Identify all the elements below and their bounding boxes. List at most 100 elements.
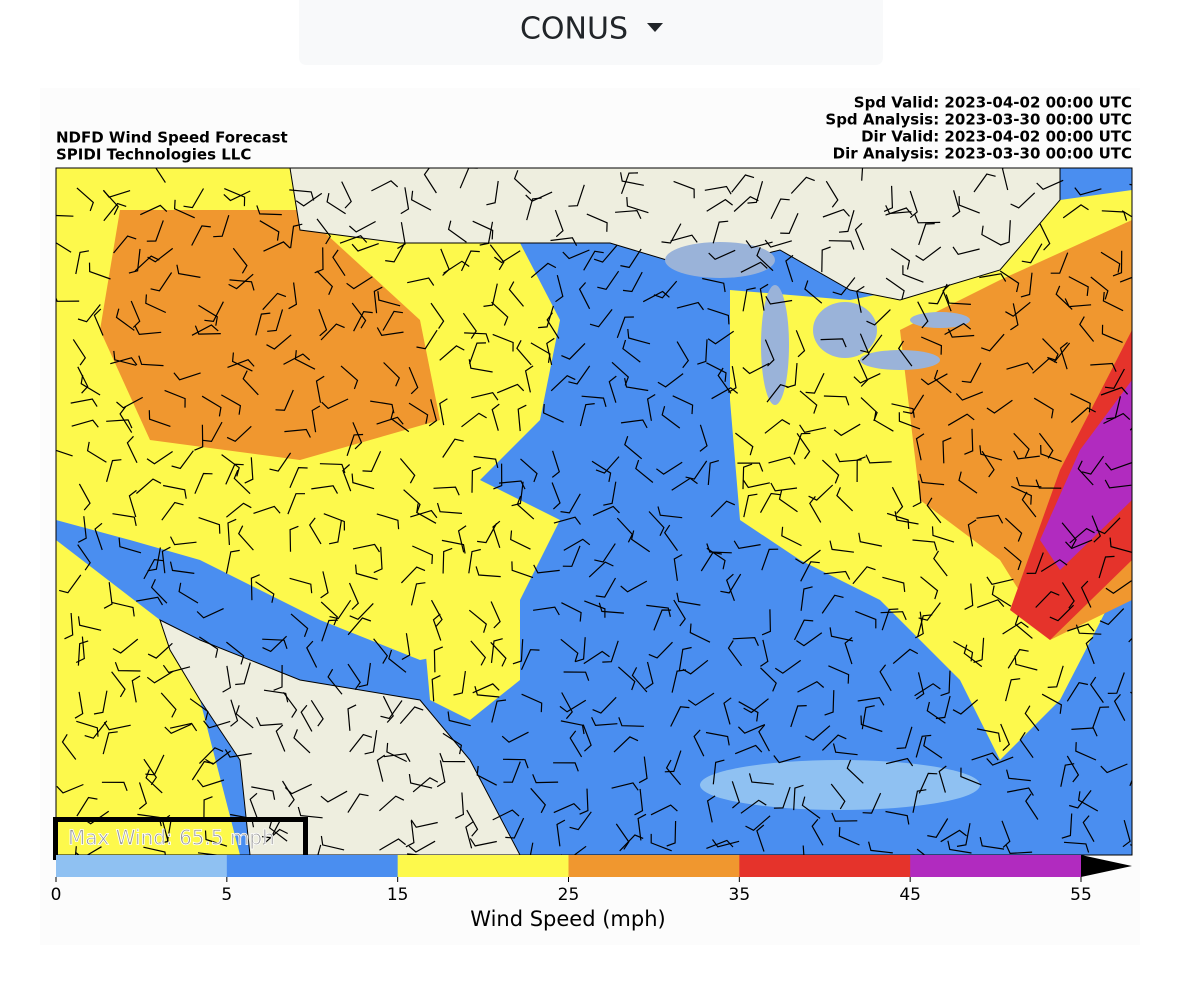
wind-barb: [489, 244, 505, 271]
wind-barb: [471, 392, 499, 401]
wind-barb: [351, 243, 379, 252]
wind-barb: [1121, 210, 1132, 218]
wind-barb: [530, 342, 551, 363]
wind-barb: [1069, 527, 1095, 544]
wind-barb: [685, 460, 708, 480]
wind-barb: [563, 538, 591, 551]
wind-barb: [821, 459, 840, 484]
wind-barb: [490, 638, 503, 663]
wind-barb: [443, 260, 470, 274]
wind-barb: [128, 489, 137, 518]
dropdown-label[interactable]: CONUS: [520, 12, 628, 47]
wind-barb: [952, 699, 979, 715]
wind-barb: [275, 389, 294, 411]
wind-barb: [103, 582, 113, 609]
wind-barb: [999, 270, 1020, 293]
wind-barb: [588, 561, 614, 578]
wind-barb: [592, 696, 617, 714]
wind-barb: [457, 525, 467, 553]
wind-barb: [408, 366, 419, 395]
wind-barb: [1040, 444, 1062, 462]
wind-barb: [510, 530, 531, 550]
annotation: Max Wind: 65.5 mph: [68, 826, 275, 850]
wind-barb: [492, 520, 501, 548]
wind-barb: [942, 437, 952, 464]
wind-barb: [563, 671, 590, 681]
wind-barb: [410, 509, 438, 519]
wind-barb: [320, 601, 339, 626]
dropdown[interactable]: [299, 0, 883, 65]
wind-barb: [735, 432, 754, 456]
wind-barb: [358, 662, 371, 688]
wind-barb: [582, 724, 592, 752]
wind-barb: [226, 425, 252, 443]
wind-barb: [836, 487, 854, 512]
barbs: [56, 168, 1132, 855]
wind-barb: [77, 640, 89, 666]
wind-barb: [800, 561, 820, 582]
wind-barb: [616, 316, 634, 339]
wind-barb: [468, 359, 493, 373]
wind-barb: [976, 514, 1004, 524]
wind-barb: [1105, 580, 1132, 595]
wind-barb: [71, 419, 99, 428]
wind-barb: [693, 729, 705, 757]
wind-barb: [160, 692, 177, 718]
wind-barb: [883, 185, 894, 212]
wind-barb: [1113, 694, 1126, 721]
wind-barb: [61, 733, 77, 760]
wind-barb: [622, 339, 641, 363]
wind-barb: [428, 399, 438, 427]
wind-barb: [516, 340, 532, 366]
wind-barb: [663, 524, 678, 551]
wind-barb: [821, 246, 831, 273]
wind-barb: [861, 168, 864, 181]
wind-barb: [862, 792, 882, 814]
wind-barb: [790, 176, 815, 194]
wind-barb: [289, 189, 315, 201]
wind-barb: [699, 424, 708, 452]
colorbar: 0 5 15 25 35 45 55: [51, 855, 1132, 905]
wind-barb: [1001, 168, 1009, 191]
wind-barb: [388, 649, 407, 673]
wind-barb: [401, 633, 411, 661]
wind-barb: [1062, 204, 1089, 219]
wind-barb: [352, 422, 363, 450]
dropdown-caret[interactable]: [647, 23, 663, 32]
wind-barb: [742, 287, 756, 312]
wind-barb: [923, 736, 943, 759]
wind-barb: [860, 715, 883, 733]
wind-barb: [802, 845, 805, 855]
wind-barb: [613, 736, 639, 753]
wind-barb: [126, 435, 138, 463]
wind-barb: [226, 502, 252, 518]
wind-barb: [430, 599, 443, 627]
wind-barb: [737, 723, 766, 734]
wind-barb: [556, 819, 566, 847]
wind-barb: [347, 793, 369, 813]
wind-barb: [800, 586, 813, 611]
wind-barb: [145, 769, 163, 794]
wind-barb: [1066, 755, 1080, 783]
wind-barb: [155, 168, 166, 183]
wind-barb: [938, 765, 947, 793]
wind-barb: [584, 600, 606, 618]
map: [56, 168, 1132, 855]
wind-barb: [676, 301, 704, 311]
wind-barb: [915, 734, 932, 758]
wind-barb: [1040, 559, 1068, 573]
wind-barb: [852, 566, 876, 585]
wind-barb: [707, 308, 730, 325]
wind-barb: [353, 310, 373, 332]
wind-barb: [821, 594, 844, 614]
wind-barb: [110, 357, 138, 366]
wind-barb: [194, 472, 213, 494]
wind-barb: [290, 223, 303, 249]
wind-zone: [1040, 380, 1132, 570]
wind-barb: [164, 723, 192, 735]
wind-barb: [676, 341, 690, 369]
wind-barb: [743, 698, 769, 714]
wind-zone: [420, 560, 520, 720]
time-line: Dir Analysis: 2023-03-30 00:00 UTC: [833, 145, 1132, 163]
mexico: [159, 619, 521, 855]
